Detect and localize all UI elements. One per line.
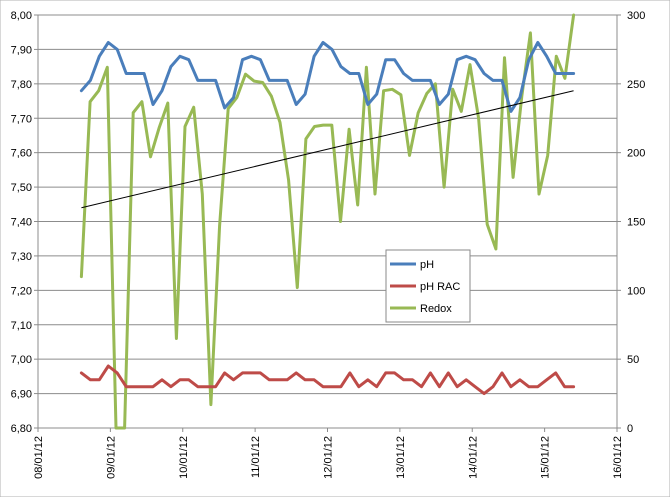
legend-box bbox=[385, 249, 471, 323]
right-tick-label: 200 bbox=[627, 148, 645, 160]
legend-label-redox: Redox bbox=[420, 303, 452, 315]
x-tick-label: 10/01/12 bbox=[178, 436, 190, 479]
left-tick-label: 7,60 bbox=[11, 148, 32, 160]
x-tick-label: 13/01/12 bbox=[395, 436, 407, 479]
left-tick-label: 6,90 bbox=[11, 389, 32, 401]
right-tick-label: 0 bbox=[627, 423, 633, 435]
right-tick-label: 250 bbox=[627, 79, 645, 91]
right-tick-label: 100 bbox=[627, 285, 645, 297]
left-tick-label: 7,30 bbox=[11, 251, 32, 263]
left-tick-label: 7,20 bbox=[11, 285, 32, 297]
left-tick-label: 6,80 bbox=[11, 423, 32, 435]
legend-label-ph: pH bbox=[420, 259, 434, 271]
left-tick-label: 7,10 bbox=[11, 320, 32, 332]
x-tick-label: 12/01/12 bbox=[323, 436, 335, 479]
x-tick-label: 08/01/12 bbox=[33, 436, 45, 479]
series-layer bbox=[79, 13, 576, 430]
left-tick-label: 7,40 bbox=[11, 217, 32, 229]
series-line-ph bbox=[79, 41, 576, 113]
x-tick-label: 11/01/12 bbox=[250, 436, 262, 478]
legend: pH pH RAC Redox bbox=[385, 249, 471, 323]
left-axis-ticks: 6,80 6,90 7,00 7,10 7,20 7,30 7,40 7,50 7,60 7,70… bbox=[11, 10, 38, 435]
trendline-layer bbox=[81, 90, 574, 209]
legend-label-ph-rac: pH RAC bbox=[420, 281, 460, 293]
right-tick-label: 150 bbox=[627, 217, 645, 229]
x-axis-ticks: 08/01/12 09/01/12 10/01/12 11/01/12 12/01/12… bbox=[33, 428, 624, 479]
series-line-redox bbox=[79, 13, 576, 430]
left-tick-label: 7,80 bbox=[11, 79, 32, 91]
x-tick-label: 09/01/12 bbox=[105, 436, 117, 479]
left-tick-label: 7,70 bbox=[11, 113, 32, 125]
left-tick-label: 7,00 bbox=[11, 354, 32, 366]
x-tick-label: 15/01/12 bbox=[540, 436, 552, 479]
x-tick-label: 16/01/12 bbox=[612, 436, 624, 479]
left-tick-label: 7,90 bbox=[11, 44, 32, 56]
right-axis-ticks: 0 50 100 150 200 250 300 bbox=[617, 10, 645, 435]
series-line-ph-rac bbox=[79, 364, 576, 396]
x-tick-label: 14/01/12 bbox=[467, 436, 479, 479]
trendline-ph bbox=[81, 90, 574, 209]
right-tick-label: 300 bbox=[627, 10, 645, 22]
left-tick-label: 7,50 bbox=[11, 182, 32, 194]
right-tick-label: 50 bbox=[627, 354, 639, 366]
left-tick-label: 8,00 bbox=[11, 10, 32, 22]
